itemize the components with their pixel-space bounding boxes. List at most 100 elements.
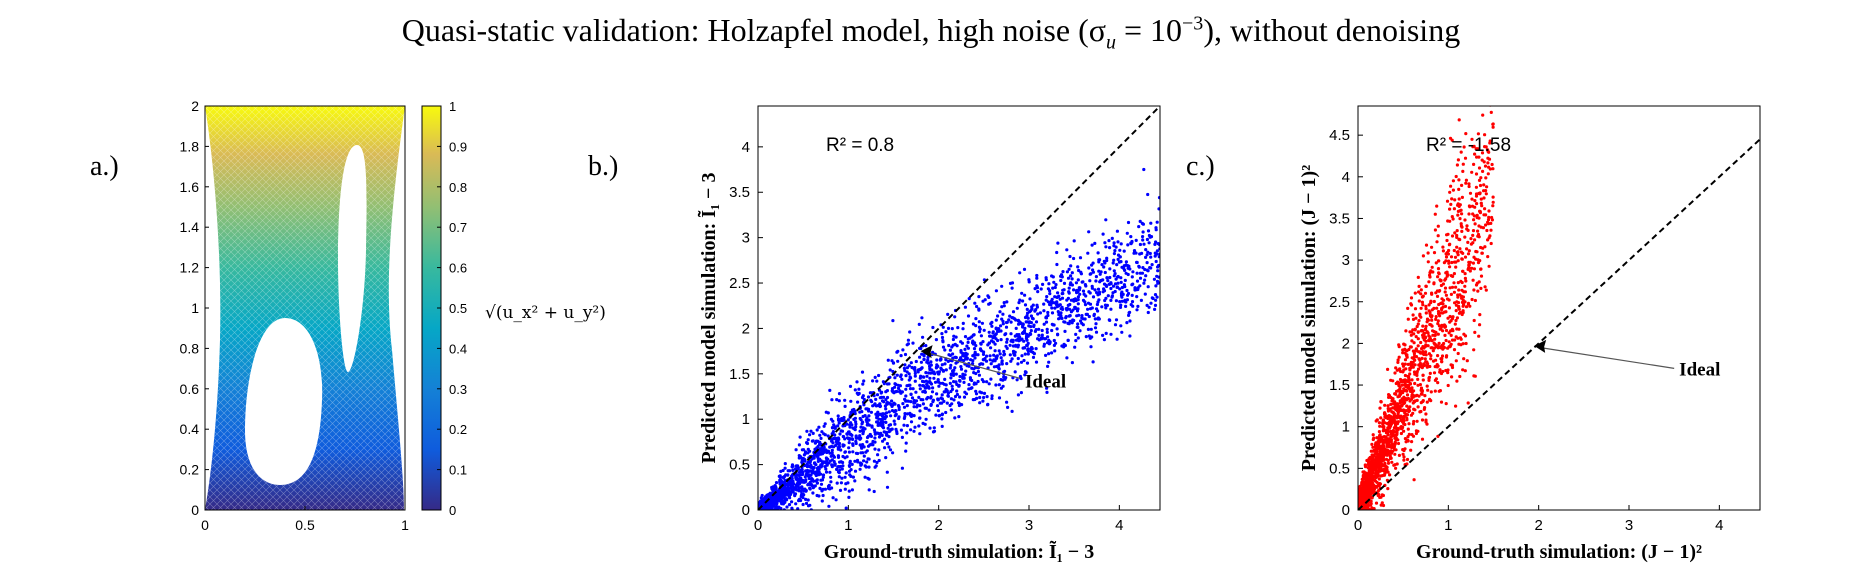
scatter-point xyxy=(932,426,936,430)
scatter-point xyxy=(1481,169,1485,173)
scatter-point xyxy=(1014,326,1018,330)
scatter-point xyxy=(1024,334,1029,339)
scatter-point xyxy=(1056,291,1060,295)
scatter-point xyxy=(1478,192,1482,196)
scatter-point xyxy=(1402,455,1406,459)
scatter-point xyxy=(974,389,978,393)
scatter-point xyxy=(981,340,985,344)
xtick-label: 2 xyxy=(935,517,943,534)
scatter-point xyxy=(1450,215,1454,219)
scatter-point xyxy=(1439,346,1443,350)
scatter-point xyxy=(948,348,953,352)
scatter-point xyxy=(920,316,924,320)
scatter-point xyxy=(790,484,795,488)
scatter-point xyxy=(1413,328,1417,332)
scatter-point xyxy=(1456,259,1460,263)
scatter-point xyxy=(1473,374,1477,378)
scatter-point xyxy=(1038,311,1042,315)
scatter-point xyxy=(898,384,903,388)
scatter-point xyxy=(973,350,977,354)
scatter-point xyxy=(1406,306,1410,310)
ytick-label: 4.5 xyxy=(1329,127,1350,144)
scatter-point xyxy=(1126,293,1130,297)
scatter-point xyxy=(1023,373,1027,377)
scatter-point xyxy=(958,374,962,379)
scatter-point xyxy=(858,416,862,421)
scatter-point xyxy=(1431,270,1435,274)
scatter-point xyxy=(909,400,913,404)
scatter-point xyxy=(1460,195,1464,199)
scatter-point xyxy=(1029,309,1033,313)
scatter-point xyxy=(1360,488,1364,492)
scatter-point xyxy=(1008,343,1012,347)
scatter-point xyxy=(860,446,864,450)
scatter-point xyxy=(1401,351,1405,355)
scatter-point xyxy=(1394,433,1398,437)
scatter-point xyxy=(1436,319,1440,323)
scatter-point xyxy=(845,432,849,436)
scatter-point xyxy=(1133,250,1137,254)
scatter-point xyxy=(1416,377,1420,381)
scatter-point xyxy=(1458,217,1462,221)
scatter-point xyxy=(1458,247,1462,251)
scatter-point xyxy=(930,390,935,394)
scatter-point xyxy=(1119,242,1123,246)
scatter-point xyxy=(942,390,946,394)
scatter-point xyxy=(819,482,824,486)
scatter-point xyxy=(880,399,885,403)
scatter-point xyxy=(860,443,864,447)
scatter-point xyxy=(998,352,1002,356)
scatter-point xyxy=(799,476,803,480)
scatter-point xyxy=(1128,334,1132,338)
scatter-point xyxy=(897,415,901,419)
scatter-point xyxy=(918,416,922,420)
scatter-point xyxy=(877,458,881,463)
scatter-point xyxy=(891,390,895,394)
ideal-arrowhead xyxy=(920,345,933,359)
scatter-point xyxy=(1454,265,1458,269)
scatter-point xyxy=(902,423,906,427)
scatter-point xyxy=(1369,479,1373,483)
scatter-point xyxy=(1087,334,1091,338)
scatter-point xyxy=(1389,429,1393,434)
scatter-point xyxy=(1135,308,1139,312)
scatter-point xyxy=(1441,249,1445,253)
scatter-point xyxy=(1436,267,1441,271)
scatter-point xyxy=(1134,238,1138,242)
scatter-point xyxy=(1462,357,1466,361)
scatter-point xyxy=(836,414,840,418)
scatter-point xyxy=(1146,229,1151,233)
scatter-point xyxy=(843,450,848,454)
scatter-point xyxy=(853,416,858,420)
scatter-point xyxy=(1467,249,1471,253)
scatter-point xyxy=(832,436,837,440)
scatter-point xyxy=(842,443,846,447)
scatter-point xyxy=(1463,218,1467,222)
scatter-point xyxy=(1447,298,1451,302)
scatter-point xyxy=(984,359,989,363)
scatter-point xyxy=(1411,313,1415,317)
scatter-point xyxy=(909,361,913,365)
scatter-point xyxy=(907,364,911,368)
scatter-point xyxy=(830,486,834,490)
scatter-point xyxy=(912,405,916,409)
scatter-point xyxy=(1044,320,1049,324)
scatter-point xyxy=(1467,266,1471,270)
scatter-point xyxy=(1087,314,1091,319)
scatter-point xyxy=(1044,316,1048,320)
scatter-point xyxy=(813,484,817,488)
scatter-point xyxy=(851,475,856,479)
scatter-point xyxy=(929,396,933,400)
scatter-point xyxy=(1052,280,1056,284)
scatter-point xyxy=(1460,229,1464,233)
scatter-point xyxy=(1001,384,1005,388)
scatter-point xyxy=(1452,207,1456,211)
scatter-point xyxy=(876,431,880,435)
scatter-point xyxy=(1392,401,1396,405)
scatter-point xyxy=(1425,422,1429,426)
scatter-point xyxy=(1104,331,1108,335)
scatter-point xyxy=(1406,396,1410,401)
scatter-point xyxy=(1407,422,1411,426)
scatter-point xyxy=(941,345,946,349)
scatter-point xyxy=(1096,287,1101,291)
